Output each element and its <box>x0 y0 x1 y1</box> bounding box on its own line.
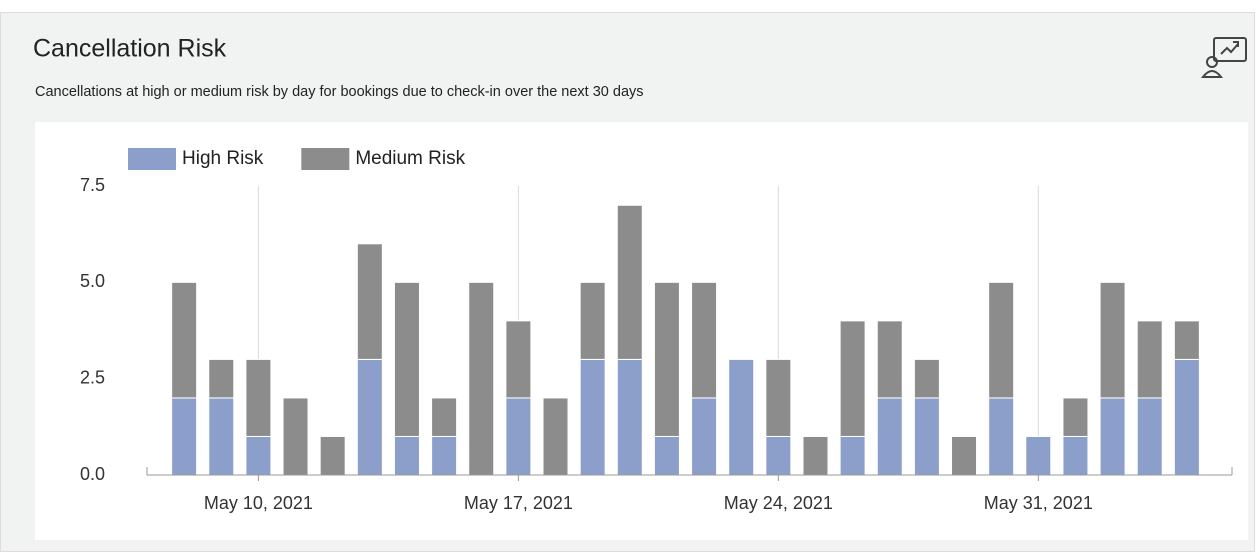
bar <box>319 435 346 476</box>
bar <box>431 397 458 437</box>
x-tick-label: May 17, 2021 <box>464 493 573 513</box>
bar <box>579 281 606 360</box>
bar <box>616 204 643 360</box>
bar <box>1099 281 1126 399</box>
bar <box>876 320 903 399</box>
y-tick-label: 0.0 <box>80 464 105 484</box>
bar <box>691 281 718 399</box>
x-tick-label: May 24, 2021 <box>724 493 833 513</box>
bar <box>1099 397 1126 476</box>
bar <box>171 397 198 476</box>
bar <box>802 435 829 476</box>
bar <box>356 358 383 476</box>
bar <box>579 358 606 476</box>
bar <box>839 320 866 437</box>
legend-label: Medium Risk <box>355 148 465 169</box>
bar <box>876 397 903 476</box>
bar <box>505 320 532 399</box>
bar <box>505 397 532 476</box>
bar <box>393 435 420 476</box>
bar <box>616 358 643 476</box>
y-tick-label: 7.5 <box>80 175 105 195</box>
bar <box>468 281 495 476</box>
bar <box>1136 320 1163 399</box>
bar <box>542 397 569 476</box>
bar <box>1173 320 1200 360</box>
bar <box>839 435 866 476</box>
bar <box>765 358 792 437</box>
bar <box>1062 397 1089 437</box>
bar <box>951 435 978 476</box>
bar <box>765 435 792 476</box>
bar <box>1173 358 1200 476</box>
bar <box>245 435 272 476</box>
bar <box>728 358 755 476</box>
bar <box>1062 435 1089 476</box>
bar <box>988 397 1015 476</box>
bar <box>913 358 940 399</box>
bar <box>171 281 198 399</box>
bar <box>691 397 718 476</box>
bar <box>208 358 235 399</box>
bar <box>356 243 383 360</box>
bar <box>653 281 680 437</box>
bar <box>208 397 235 476</box>
y-tick-label: 2.5 <box>80 367 105 387</box>
legend-swatch <box>301 148 350 170</box>
bar <box>1025 435 1052 476</box>
bar <box>282 397 309 476</box>
bar <box>988 281 1015 399</box>
bar <box>653 435 680 476</box>
y-tick-label: 5.0 <box>80 271 105 291</box>
x-tick-label: May 10, 2021 <box>204 493 313 513</box>
subtitle: Cancellations at high or medium risk by … <box>35 84 644 100</box>
bar <box>1136 397 1163 476</box>
bar <box>245 358 272 437</box>
bar <box>431 435 458 476</box>
bar <box>913 397 940 476</box>
export-icon[interactable] <box>1200 37 1247 78</box>
bar <box>393 281 420 437</box>
title: Cancellation Risk <box>33 35 227 63</box>
legend-label: High Risk <box>182 148 264 169</box>
legend-swatch <box>128 148 176 170</box>
x-tick-label: May 31, 2021 <box>984 493 1093 513</box>
